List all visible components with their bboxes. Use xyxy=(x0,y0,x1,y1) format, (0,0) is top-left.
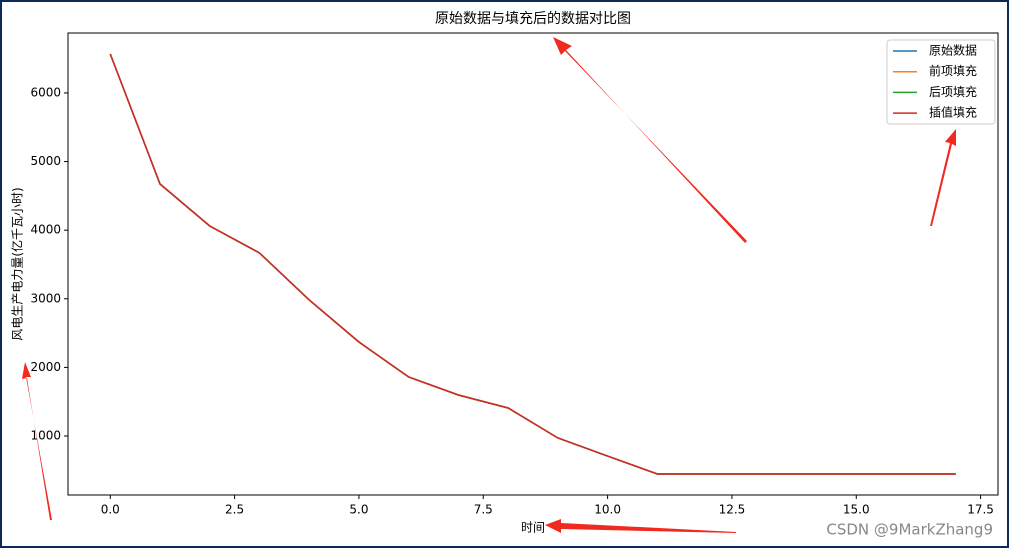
y-axis-label: 风电生产电力量(亿千瓦小时) xyxy=(10,187,25,340)
legend-label: 插值填充 xyxy=(929,105,977,120)
y-tick-label: 1000 xyxy=(30,428,61,442)
plot-area xyxy=(67,32,999,496)
x-tick-label: 15.0 xyxy=(843,503,870,517)
arrow xyxy=(545,519,736,533)
arrow xyxy=(22,362,52,520)
x-axis-label: 时间 xyxy=(521,521,545,535)
series-line xyxy=(109,53,956,475)
watermark: CSDN @9MarkZhang9 xyxy=(826,521,993,539)
x-tick-label: 0.0 xyxy=(101,503,120,517)
y-tick-label: 5000 xyxy=(30,154,61,168)
x-tick-label: 12.5 xyxy=(719,503,746,517)
x-tick-label: 10.0 xyxy=(594,503,621,517)
y-tick-label: 3000 xyxy=(30,291,61,305)
y-tick-label: 4000 xyxy=(30,223,61,237)
x-tick-label: 17.5 xyxy=(967,503,994,517)
annotation-arrows xyxy=(22,37,956,533)
legend-label: 原始数据 xyxy=(929,43,977,58)
y-tick-label: 6000 xyxy=(30,85,61,99)
legend-box xyxy=(886,39,996,125)
arrow xyxy=(553,37,747,243)
legend-label: 后项填充 xyxy=(929,84,977,99)
plot: 1000 2000 3000 4000 5000 6000 0.0 2.5 5.0 7.5 10.0… xyxy=(30,53,994,517)
y-tick-label: 2000 xyxy=(30,360,61,374)
legend-label: 前项填充 xyxy=(929,63,977,78)
arrow xyxy=(930,129,956,226)
x-tick-label: 2.5 xyxy=(225,503,244,517)
x-tick-label: 5.0 xyxy=(349,503,368,517)
x-tick-label: 7.5 xyxy=(474,503,493,517)
chart-title: 原始数据与填充后的数据对比图 xyxy=(435,11,631,27)
